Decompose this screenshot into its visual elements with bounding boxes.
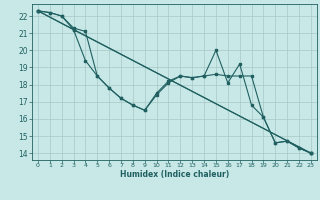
X-axis label: Humidex (Indice chaleur): Humidex (Indice chaleur) <box>120 170 229 179</box>
